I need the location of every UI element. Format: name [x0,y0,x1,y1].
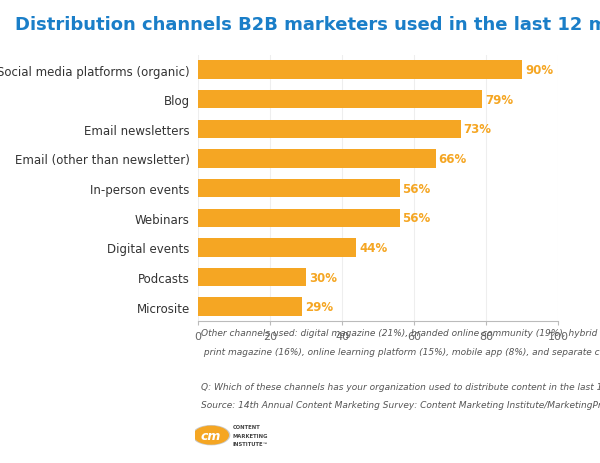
Bar [198,298,302,316]
Bar [198,61,522,80]
Text: print magazine (16%), online learning platform (15%), mobile app (8%), and separ: print magazine (16%), online learning pl… [201,347,600,356]
Text: MARKETING: MARKETING [233,433,268,438]
Circle shape [193,426,230,444]
Text: 79%: 79% [485,94,514,106]
Text: Other channels used: digital magazine (21%), branded online community (19%), hyb: Other channels used: digital magazine (2… [201,329,600,338]
Bar [198,120,461,139]
Text: 44%: 44% [359,241,388,254]
Bar [198,180,400,198]
Text: Distribution channels B2B marketers used in the last 12 months: Distribution channels B2B marketers used… [15,16,600,34]
Text: INSTITUTE™: INSTITUTE™ [233,441,269,446]
Circle shape [194,426,228,444]
Bar [198,209,400,227]
Bar [198,91,482,109]
Text: 30%: 30% [309,271,337,284]
Text: 90%: 90% [525,64,553,77]
Bar [198,238,356,257]
Text: 56%: 56% [403,212,431,225]
Text: 56%: 56% [403,182,431,195]
Text: Q: Which of these channels has your organization used to distribute content in t: Q: Which of these channels has your orga… [201,382,600,391]
Bar [198,268,306,287]
Text: cm: cm [201,429,221,442]
Text: Source: 14th Annual Content Marketing Survey: Content Marketing Institute/Market: Source: 14th Annual Content Marketing Su… [201,400,600,409]
Text: CONTENT: CONTENT [233,425,260,429]
Bar [198,150,436,168]
Text: 29%: 29% [305,300,334,313]
Text: 66%: 66% [439,153,467,166]
Text: 73%: 73% [464,123,491,136]
